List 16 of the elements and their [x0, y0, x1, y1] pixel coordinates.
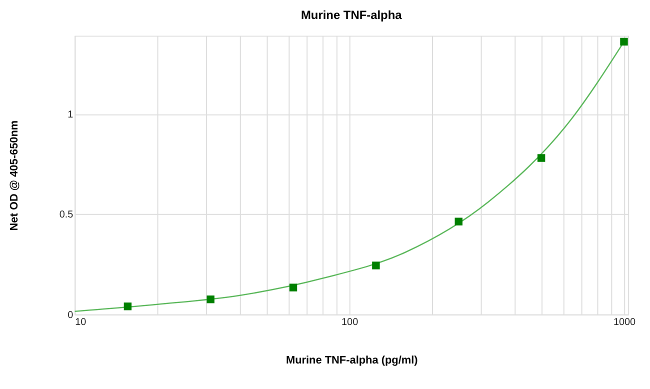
x-tick-label: 10 — [75, 316, 87, 328]
point — [537, 154, 546, 162]
point — [454, 218, 462, 226]
point — [124, 302, 132, 310]
chart-title: Murine TNF-alpha — [300, 8, 402, 22]
point — [620, 38, 628, 46]
x-tick-label: 100 — [342, 316, 359, 328]
y-tick-label: 1 — [68, 109, 74, 120]
y-axis-title: Net OD @ 405-650nm — [8, 120, 21, 231]
y-tick-label: 0 — [68, 310, 74, 321]
point — [289, 284, 298, 292]
y-tick-label: 0.5 — [59, 210, 74, 221]
x-tick-label: 1000 — [613, 316, 636, 328]
point — [372, 262, 380, 270]
point — [206, 296, 214, 304]
x-axis-title: Murine TNF-alpha (pg/ml) — [286, 354, 418, 367]
